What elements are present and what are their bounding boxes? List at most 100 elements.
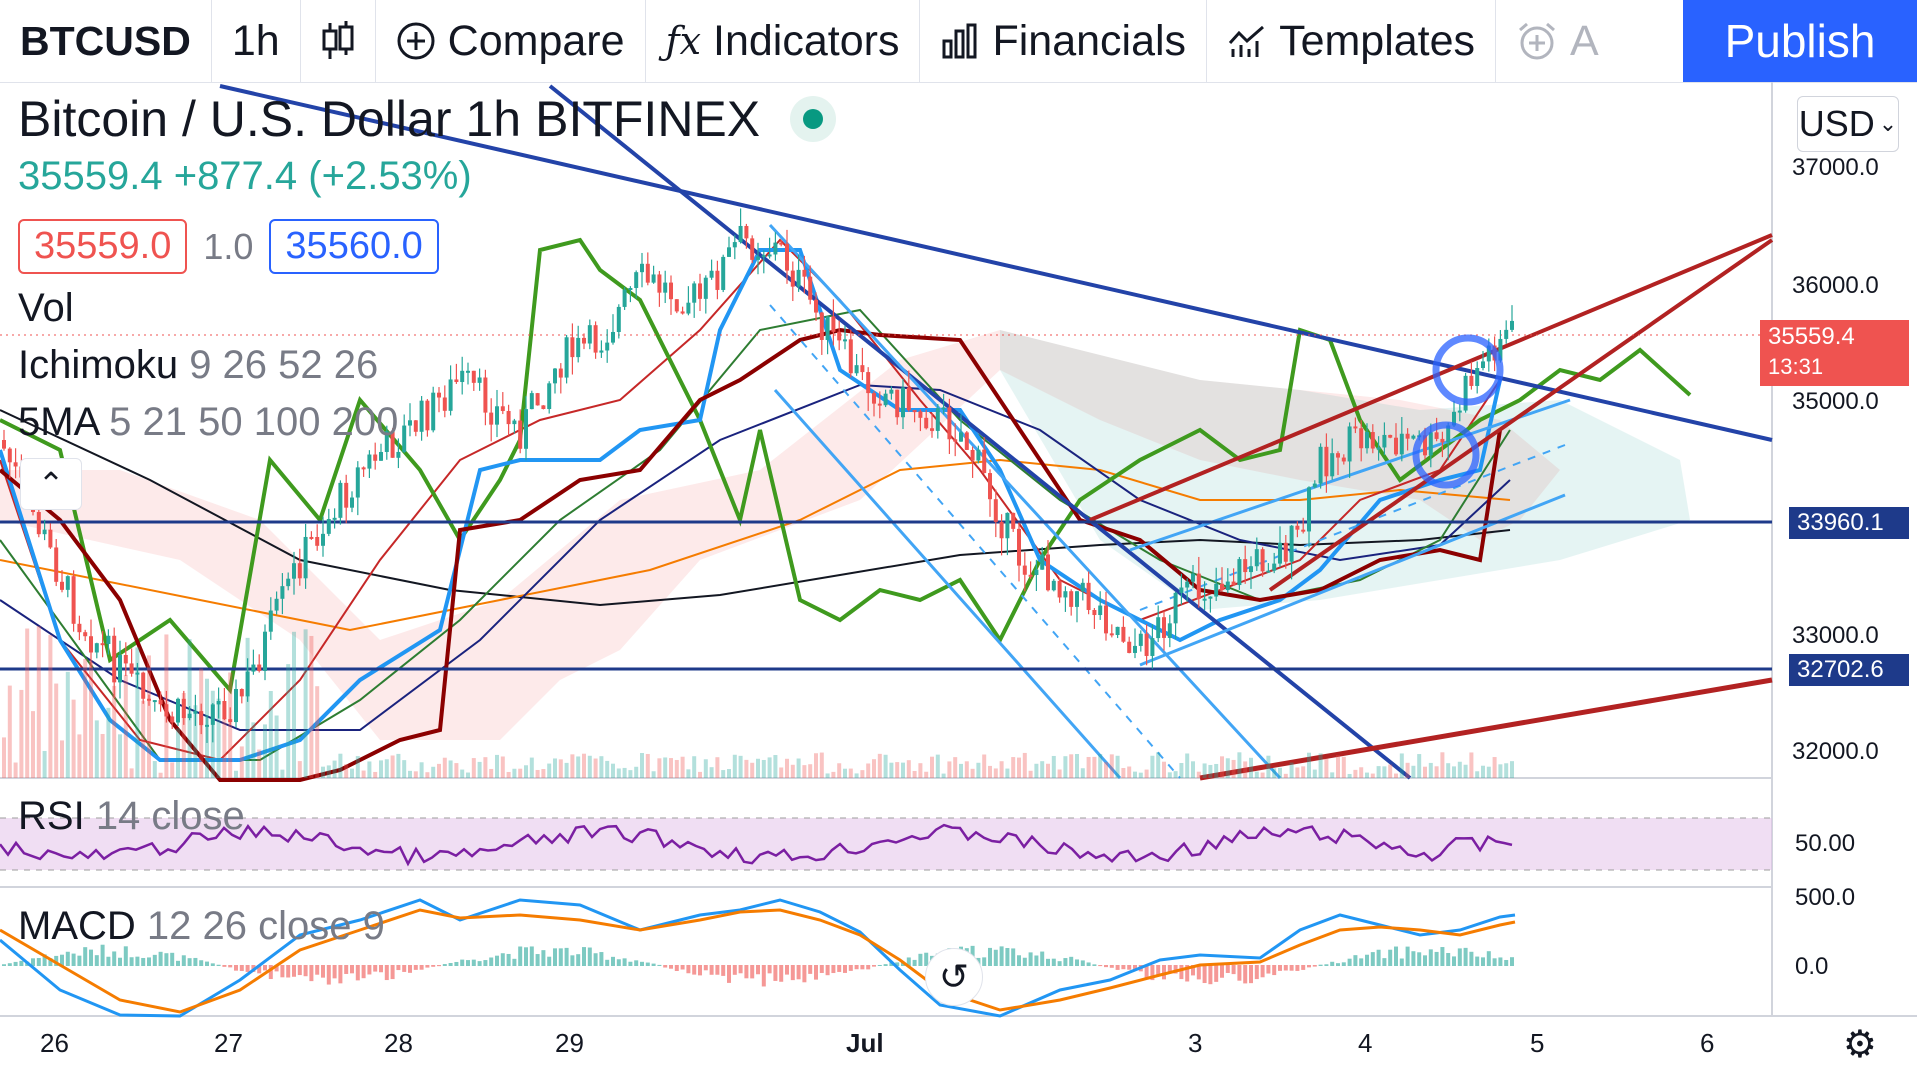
candle-body (698, 283, 702, 299)
macd-hist-bar (645, 962, 650, 966)
rsi-legend[interactable]: RSI 14 close (18, 794, 245, 839)
volume-bar (750, 762, 755, 778)
circle-annotation[interactable] (1412, 421, 1480, 489)
macd-hist-bar (205, 961, 209, 966)
candle-body (54, 547, 59, 582)
indicator-volume[interactable]: Vol (18, 286, 836, 331)
function-icon: ƒx (665, 19, 702, 63)
macd-hist-bar (483, 960, 488, 966)
candle-body (123, 655, 128, 664)
volume-bar (790, 764, 795, 778)
volume-bar (558, 759, 563, 778)
candle-body (500, 406, 505, 412)
sell-price-button[interactable]: 35559.0 (18, 219, 188, 274)
macd-hist-bar (402, 965, 407, 972)
macd-hist-bar (355, 965, 360, 981)
candle-body (645, 263, 650, 283)
volume-bar (2, 737, 6, 778)
macd-hist-bar (1092, 964, 1097, 966)
candle-body (854, 365, 859, 374)
volume-bar (889, 762, 894, 778)
candle-body (732, 242, 737, 248)
candle-body (657, 274, 662, 293)
market-status-icon[interactable] (790, 96, 837, 142)
macd-hist-bar (524, 947, 528, 966)
reset-chart-button[interactable]: ↺ (925, 948, 983, 1006)
candle-body (477, 377, 482, 383)
macd-hist-bar (570, 955, 575, 966)
candle-body (466, 370, 470, 373)
symbol-title-row[interactable]: Bitcoin / U.S. Dollar 1h BITFINEX (18, 90, 837, 148)
volume-bar (1069, 754, 1074, 778)
templates-button[interactable]: Templates (1207, 0, 1497, 82)
candle-body (94, 643, 99, 653)
volume-bar (773, 755, 778, 778)
candle-body (489, 412, 494, 425)
volume-bar (129, 768, 134, 778)
indicator-ichimoku[interactable]: Ichimoku 9 26 52 26 (18, 343, 836, 388)
macd-hist-bar (895, 962, 900, 966)
currency-selector[interactable]: USD ⌄ (1797, 96, 1899, 152)
volume-bar (390, 755, 395, 778)
volume-bar (1011, 757, 1016, 778)
macd-hist-bar (71, 953, 76, 966)
volume-bar (1109, 754, 1114, 778)
volume-bar (901, 762, 905, 778)
price-tick: 35000.0 (1792, 388, 1879, 415)
indicators-button[interactable]: ƒx Indicators (646, 0, 921, 82)
macd-hist-bar (408, 965, 412, 973)
collapse-legend-button[interactable]: ⌃ (20, 458, 82, 510)
interval-button[interactable]: 1h (212, 0, 301, 82)
alert-button[interactable]: A (1496, 0, 1619, 82)
candle-body (1179, 587, 1184, 593)
volume-bar (1440, 752, 1445, 778)
candle-body (303, 536, 308, 579)
volume-bar (1376, 766, 1381, 778)
macd-hist-bar (1469, 951, 1474, 966)
chart-settings-button[interactable]: ⚙ (1843, 1022, 1877, 1067)
volume-bar (176, 728, 180, 778)
macd-hist-bar (199, 960, 204, 966)
publish-button[interactable]: Publish (1683, 0, 1917, 82)
volume-bar (1173, 771, 1178, 778)
price-tick: 36000.0 (1792, 272, 1879, 299)
candle-body (802, 269, 807, 277)
candle-body (993, 499, 998, 522)
candle-body (147, 698, 151, 701)
volume-bar (848, 768, 853, 778)
macd-hist-bar (1278, 965, 1282, 971)
macd-hist-bar (808, 965, 813, 974)
macd-hist-bar (1272, 965, 1277, 976)
volume-bar (721, 770, 726, 778)
macd-hist-bar (1492, 958, 1497, 966)
candle-body (535, 393, 540, 406)
candle-body (860, 365, 865, 373)
level-tag-33960[interactable]: 33960.1 (1789, 507, 1909, 539)
macd-hist-bar (48, 958, 53, 966)
candle-body (529, 393, 534, 410)
candle-body (715, 270, 720, 290)
level-tag-32702[interactable]: 32702.6 (1789, 654, 1909, 686)
buy-price-button[interactable]: 35560.0 (269, 219, 439, 274)
volume-bar (524, 765, 528, 778)
candle-body (1318, 446, 1323, 484)
macd-hist-bar (692, 965, 697, 975)
volume-bar (605, 760, 610, 778)
candle-body (1051, 580, 1056, 591)
macd-legend[interactable]: MACD 12 26 close 9 (18, 904, 385, 949)
macd-hist-bar (2, 964, 6, 966)
candle-body (106, 635, 111, 644)
macd-hist-bar (779, 965, 784, 982)
currency-label: USD (1798, 103, 1875, 144)
volume-bar (732, 754, 737, 778)
macd-hist-bar (89, 949, 93, 966)
candle-body (576, 337, 581, 358)
symbol-search-button[interactable]: BTCUSD (0, 0, 212, 82)
chevron-down-icon: ⌄ (1878, 111, 1898, 136)
circle-annotation[interactable] (1432, 334, 1504, 406)
indicator-5ma[interactable]: 5MA 5 21 50 100 200 (18, 400, 836, 445)
chart-type-button[interactable] (301, 0, 376, 82)
financials-button[interactable]: Financials (920, 0, 1208, 82)
compare-button[interactable]: Compare (376, 0, 646, 82)
